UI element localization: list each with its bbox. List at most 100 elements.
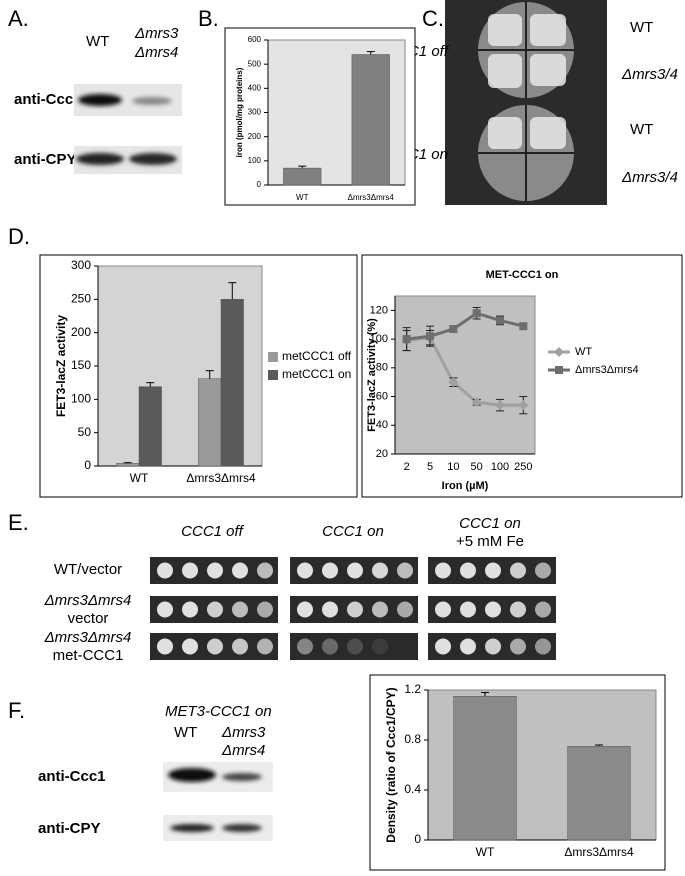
spot [485, 638, 501, 655]
spot [322, 601, 338, 618]
bar [220, 299, 244, 467]
x-tick-label: Δmrs3Δmrs4 [186, 471, 256, 485]
panel-label: F. [8, 698, 25, 723]
strain-label: Δmrs3/4 [621, 169, 678, 186]
y-tick-label: 80 [376, 362, 388, 374]
spot [535, 601, 551, 618]
chart-title: MET-CCC1 on [486, 269, 559, 281]
spot [207, 638, 223, 655]
row-label: Δmrs3Δmrs4 [44, 629, 132, 646]
spot [510, 601, 526, 618]
y-axis-label: iron (pmol/mg proteins) [235, 67, 244, 157]
y-tick-label: 40 [376, 419, 388, 431]
marker [519, 322, 528, 331]
x-tick-label: 50 [471, 461, 483, 473]
y-tick-label: 50 [78, 425, 92, 439]
x-tick-label: WT [296, 193, 309, 202]
marker [426, 332, 434, 341]
spot [257, 601, 273, 618]
spot [372, 562, 388, 579]
legend-swatch [268, 352, 278, 362]
spot [460, 562, 476, 579]
y-tick-label: 100 [248, 156, 262, 165]
x-tick-label: WT [476, 845, 495, 859]
spot [157, 562, 173, 579]
bar [198, 378, 222, 467]
x-tick-label: 10 [447, 461, 459, 473]
lane-label: Δmrs3 [221, 724, 266, 741]
bar [351, 54, 390, 186]
marker [518, 400, 529, 411]
x-tick-label: Δmrs3Δmrs4 [564, 845, 634, 859]
marker [402, 335, 411, 344]
y-tick-label: 150 [71, 358, 91, 372]
spot [257, 638, 273, 655]
y-tick-label: 0 [414, 832, 421, 846]
spot [435, 562, 451, 579]
marker [495, 400, 505, 411]
row-label: met-CCC1 [53, 647, 124, 664]
spot [397, 601, 413, 618]
x-tick-label: 5 [427, 461, 433, 473]
x-tick-label: WT [130, 471, 149, 485]
strain-label: WT [630, 19, 653, 36]
spot [297, 562, 313, 579]
x-tick-label: 2 [404, 461, 410, 473]
column-label: CCC1 on [322, 523, 384, 540]
marker [449, 325, 458, 334]
condition-label: MET3-CCC1 on [165, 703, 272, 720]
spot [372, 601, 388, 618]
row-label: Δmrs3Δmrs4 [44, 592, 132, 609]
row-label: vector [68, 610, 109, 627]
x-tick-label: 100 [491, 461, 509, 473]
legend-label: metCCC1 on [282, 367, 351, 381]
y-tick-label: 0 [257, 180, 262, 189]
y-axis-label: FET3-lacZ activity [54, 315, 68, 417]
legend-swatch [268, 370, 278, 380]
spot [232, 562, 248, 579]
marker [496, 316, 504, 325]
band [222, 773, 262, 781]
bar [453, 696, 517, 841]
lane-label: Δmrs3 [134, 25, 179, 42]
y-tick-label: 0 [84, 458, 91, 472]
legend-label: WT [575, 346, 592, 358]
column-label: CCC1 on [459, 515, 521, 532]
marker [554, 347, 564, 357]
panel-label: E. [8, 510, 29, 535]
lane-label: Δmrs4 [221, 742, 265, 759]
spot [435, 601, 451, 618]
lane-label: WT [174, 724, 197, 741]
spot [182, 638, 198, 655]
y-tick-label: 200 [248, 132, 262, 141]
y-tick-label: 250 [71, 292, 91, 306]
y-tick-label: 300 [71, 258, 91, 272]
spot [297, 638, 313, 655]
spot [485, 562, 501, 579]
bar [138, 386, 162, 467]
spot [485, 601, 501, 618]
spot [207, 562, 223, 579]
panel-label: C. [422, 6, 444, 31]
lane-label: WT [86, 33, 109, 50]
y-tick-label: 600 [248, 35, 262, 44]
spot [460, 638, 476, 655]
y-axis-label: FET3-lacZ activity (%) [366, 318, 378, 432]
spot [510, 562, 526, 579]
column-label: +5 mM Fe [456, 533, 524, 550]
spot [535, 562, 551, 579]
spot [157, 638, 173, 655]
y-tick-label: 0.4 [404, 782, 421, 796]
strain-label: WT [630, 121, 653, 138]
plate-divider [478, 2, 574, 201]
marker [555, 366, 563, 374]
y-tick-label: 500 [248, 59, 262, 68]
spot [232, 601, 248, 618]
spot [232, 638, 248, 655]
panel-label: D. [8, 224, 30, 249]
colonies [488, 14, 566, 149]
bar [116, 463, 140, 467]
y-tick-label: 1.2 [404, 682, 421, 696]
band [168, 768, 216, 782]
